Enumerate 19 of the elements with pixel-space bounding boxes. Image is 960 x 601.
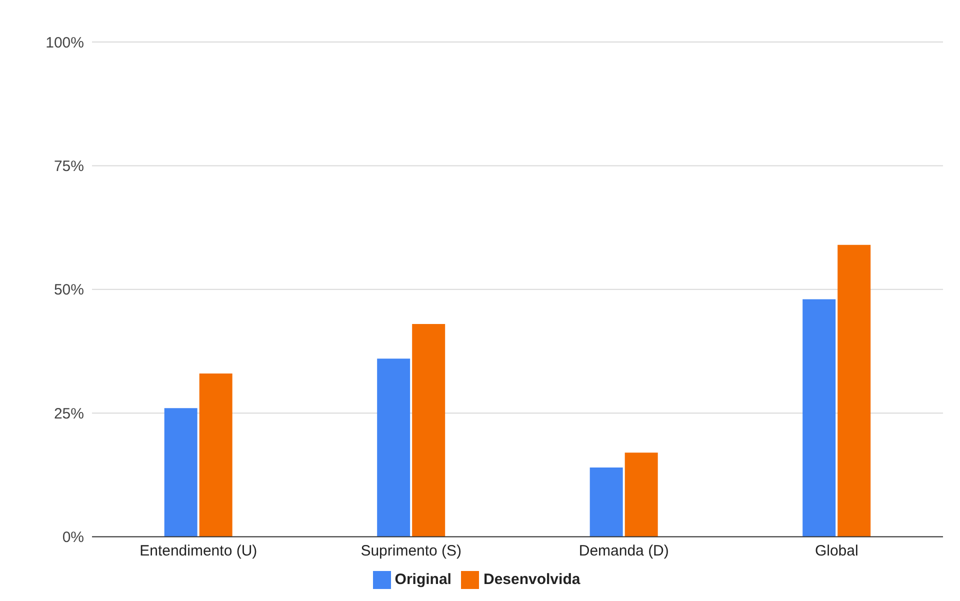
y-tick-label: 75%	[54, 158, 84, 176]
bar	[164, 408, 198, 537]
legend-label: Desenvolvida	[483, 571, 580, 588]
bar	[377, 358, 410, 537]
bar	[590, 468, 623, 537]
legend-label: Original	[394, 571, 452, 588]
bar	[199, 373, 232, 537]
y-tick-label: 25%	[54, 405, 84, 422]
x-tick-label: Suprimento (S)	[360, 542, 462, 560]
bar	[802, 299, 836, 537]
y-tick-label: 50%	[54, 282, 84, 299]
x-tick-label: Global	[814, 542, 858, 560]
x-tick-label: Entendimento (U)	[140, 542, 258, 560]
x-tick-label: Demanda (D)	[578, 542, 669, 560]
bar	[412, 324, 446, 537]
y-tick-label: 0%	[62, 529, 84, 546]
bar	[624, 452, 658, 537]
bar	[838, 244, 871, 537]
y-tick-label: 100%	[46, 34, 84, 52]
